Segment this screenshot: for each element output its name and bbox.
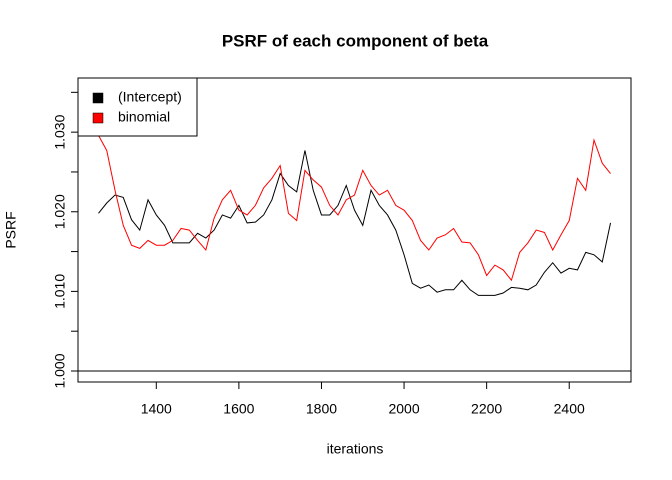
legend-swatch xyxy=(92,92,104,104)
y-tick-label: 1.010 xyxy=(52,274,68,309)
legend-box xyxy=(77,77,198,137)
series-line xyxy=(98,135,611,282)
x-tick-label: 2400 xyxy=(554,401,585,417)
x-tick-label: 2200 xyxy=(471,401,502,417)
series-line xyxy=(98,150,612,296)
x-tick-label: 1400 xyxy=(141,401,172,417)
x-tick-label: 2000 xyxy=(388,401,419,417)
y-tick-label: 1.000 xyxy=(52,353,68,388)
legend-label: binomial xyxy=(118,109,170,125)
plot-frame xyxy=(77,77,632,383)
y-axis-title: PSRF xyxy=(3,211,19,248)
legend-swatch xyxy=(92,112,104,124)
chart-title: PSRF of each component of beta xyxy=(222,31,489,50)
x-tick-label: 1600 xyxy=(223,401,254,417)
x-tick-label: 1800 xyxy=(306,401,337,417)
x-axis-title: iterations xyxy=(327,441,384,457)
y-tick-label: 1.030 xyxy=(52,114,68,149)
y-tick-label: 1.020 xyxy=(52,194,68,229)
legend-label: (Intercept) xyxy=(118,89,182,105)
